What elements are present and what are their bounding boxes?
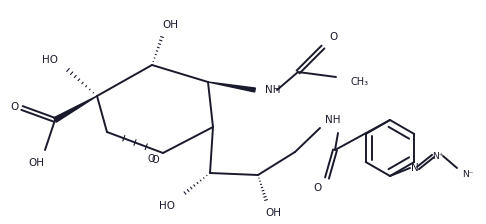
Text: N⁺: N⁺ [432,151,444,161]
Text: OH: OH [265,208,281,218]
Text: N: N [411,163,419,173]
Text: NH: NH [325,115,341,125]
Polygon shape [208,82,255,92]
Polygon shape [54,96,97,122]
Text: N⁻: N⁻ [462,170,474,179]
Text: O: O [147,154,155,164]
Text: CH₃: CH₃ [350,77,368,87]
Text: O: O [10,102,18,112]
Text: HO: HO [42,55,58,65]
Text: NH: NH [265,85,280,95]
Text: O: O [313,183,321,193]
Text: HO: HO [159,201,175,211]
Text: OH: OH [28,158,44,168]
Text: O: O [329,32,337,42]
Text: O: O [151,155,159,165]
Text: OH: OH [162,20,178,30]
